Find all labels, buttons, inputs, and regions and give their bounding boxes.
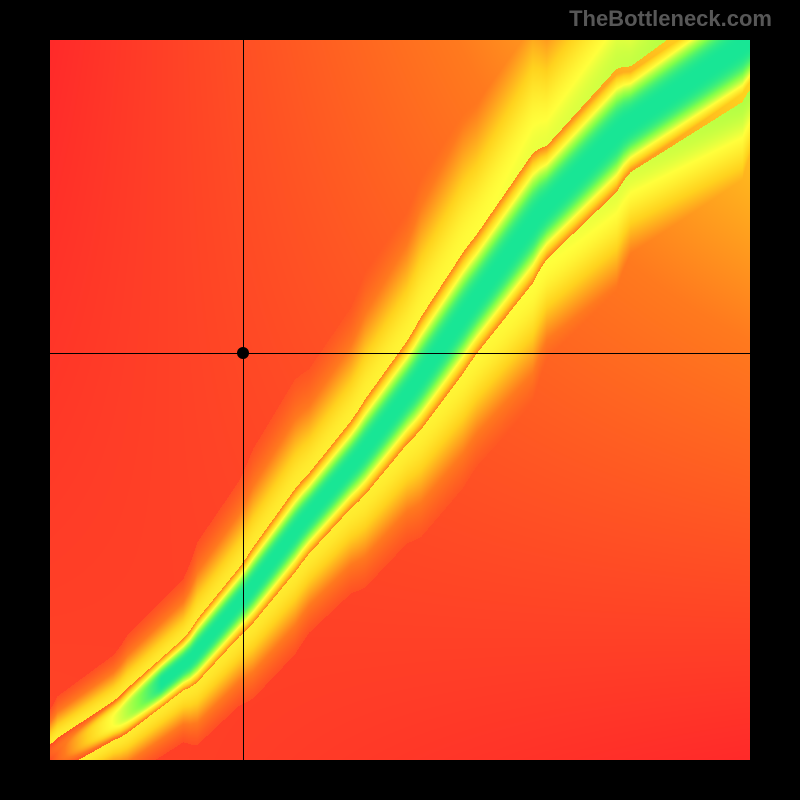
crosshair-vertical <box>243 40 244 760</box>
marker-point <box>237 347 249 359</box>
watermark-text: TheBottleneck.com <box>569 6 772 32</box>
crosshair-horizontal <box>50 353 750 354</box>
heatmap-plot <box>50 40 750 760</box>
chart-container: TheBottleneck.com <box>0 0 800 800</box>
heatmap-canvas <box>50 40 750 760</box>
